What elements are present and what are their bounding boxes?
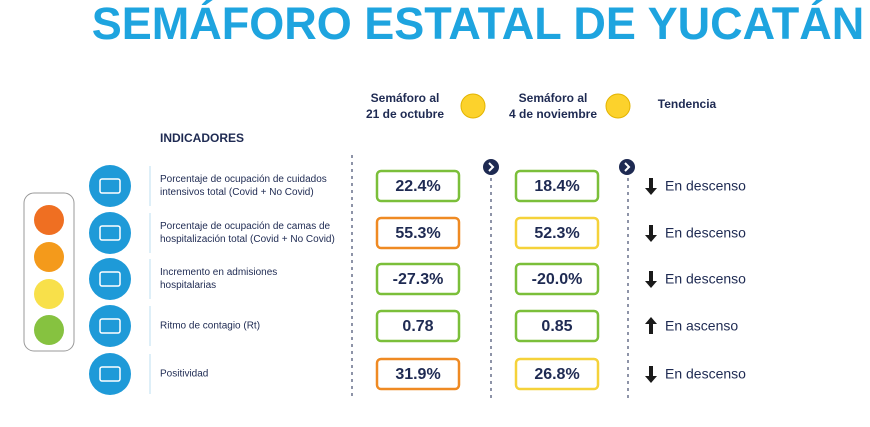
dividers	[351, 155, 629, 398]
trend-arrow	[645, 225, 657, 242]
icon-glyph	[99, 178, 121, 194]
value: 0.85	[541, 318, 572, 335]
rows: Porcentaje de ocupación de cuidados inten…	[89, 165, 746, 395]
indicator-icon	[89, 353, 131, 395]
value: -27.3%	[393, 271, 444, 288]
value: 31.9%	[395, 366, 440, 383]
trend-arrow	[645, 178, 657, 195]
trend-text: En ascenso	[665, 318, 738, 334]
value: 22.4%	[395, 178, 440, 195]
yellow-light	[605, 93, 631, 119]
trend-arrow	[645, 317, 657, 334]
indicator-icon	[89, 212, 131, 254]
indicator-icon	[89, 165, 131, 207]
indicator-text: intensivos total (Covid + No Covid)	[160, 187, 314, 198]
column-header: 4 de noviembre	[509, 107, 597, 121]
value: 52.3%	[534, 225, 579, 242]
value-box	[375, 169, 461, 203]
trend-arrow	[645, 366, 657, 383]
indicator-text: Porcentaje de ocupación de camas de	[160, 221, 331, 232]
icon-glyph	[99, 271, 121, 287]
value: -20.0%	[532, 271, 583, 288]
indicator-text: Incremento en admisiones	[160, 267, 277, 278]
icon-glyph	[99, 225, 121, 241]
value-box	[514, 357, 600, 391]
yellow-light	[460, 93, 486, 119]
indicator-text: Positividad	[160, 369, 208, 380]
value: 26.8%	[534, 366, 579, 383]
title: SEMÁFORO ESTATAL DE YUCATÁN	[92, 0, 865, 49]
icon-glyph	[99, 318, 121, 334]
indicators-label: INDICADORES	[160, 131, 244, 145]
trend-text: En descenso	[665, 366, 746, 382]
chevrons	[483, 159, 635, 175]
value: 0.78	[402, 318, 433, 335]
trend-text: En descenso	[665, 225, 746, 241]
indicator-text: Ritmo de contagio (Rt)	[160, 321, 260, 332]
traffic-light	[23, 192, 75, 352]
trend-arrow	[645, 271, 657, 288]
indicator-text: Porcentaje de ocupación de cuidados	[160, 174, 327, 185]
column-header: 21 de octubre	[366, 107, 444, 121]
value-box	[375, 216, 461, 250]
icon-glyph	[99, 366, 121, 382]
trend-text: En descenso	[665, 178, 746, 194]
value-box	[375, 262, 461, 296]
column-header: Tendencia	[658, 97, 717, 111]
value-box	[514, 216, 600, 250]
value-box	[514, 169, 600, 203]
value: 18.4%	[534, 178, 579, 195]
indicator-icon	[89, 305, 131, 347]
value-box	[375, 309, 461, 343]
column-header: Semáforo al	[519, 91, 588, 105]
trend-text: En descenso	[665, 271, 746, 287]
indicator-text: hospitalarias	[160, 280, 216, 291]
indicator-icon	[89, 258, 131, 300]
value-box	[514, 262, 600, 296]
indicator-text: hospitalización total (Covid + No Covid)	[160, 234, 335, 245]
column-header: Semáforo al	[371, 91, 440, 105]
value: 55.3%	[395, 225, 440, 242]
value-box	[514, 309, 600, 343]
value-box	[375, 357, 461, 391]
